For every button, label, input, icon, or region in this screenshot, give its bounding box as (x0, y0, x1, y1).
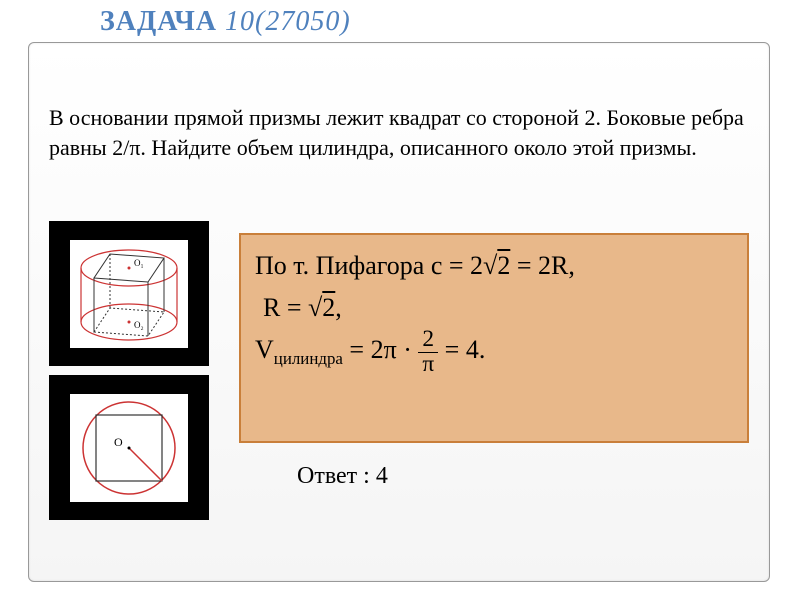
l3-v: V (255, 335, 274, 364)
content-frame: В основании прямой призмы лежит квадрат … (28, 42, 770, 582)
l1-sqrt: 2 (497, 251, 510, 280)
l3-sub: цилиндра (274, 349, 343, 368)
figure-prism-inner: O₁ O₂ (70, 240, 188, 348)
label-o2: O₂ (134, 320, 144, 330)
center-bottom-dot (128, 320, 131, 323)
topview-svg: O (70, 394, 188, 502)
l3-suffix: = 4. (438, 335, 485, 364)
l3-mid: = 2π · (343, 335, 418, 364)
l2-prefix: R = (263, 293, 308, 322)
solution-line1: По т. Пифагора c = 2√2 = 2R, (255, 245, 733, 287)
figure-top-view: O (49, 375, 209, 520)
title-word: ЗАДАЧА (100, 6, 217, 37)
prism-svg: O₁ O₂ (70, 240, 188, 348)
figure-top-inner: O (70, 394, 188, 502)
l3-frac: 2π (418, 328, 438, 376)
solution-line2: R = √2, (263, 287, 733, 329)
label-o: O (114, 435, 123, 449)
problem-title: ЗАДАЧА 10(27050) (100, 6, 351, 38)
center-top-dot (128, 266, 131, 269)
l1-suffix: = 2R, (510, 251, 575, 280)
title-number: 10(27050) (225, 6, 351, 37)
solution-line3: Vцилиндра = 2π · 2π = 4. (255, 328, 733, 376)
center-dot (128, 446, 131, 449)
l2-suffix: , (335, 293, 342, 322)
l1-prefix: По т. Пифагора c = 2 (255, 251, 483, 280)
radius-line (129, 448, 162, 481)
answer-label: Ответ : (297, 463, 370, 489)
answer-value: 4 (376, 463, 388, 489)
label-o1: O₁ (134, 258, 144, 268)
figure-prism: O₁ O₂ (49, 221, 209, 366)
l2-sqrt: 2 (322, 293, 335, 322)
answer: Ответ : 4 (297, 463, 388, 490)
l3-frac-n: 2 (418, 328, 438, 352)
solution-box: По т. Пифагора c = 2√2 = 2R, R = √2, Vци… (239, 233, 749, 443)
problem-text: В основании прямой призмы лежит квадрат … (49, 103, 749, 162)
slide: ЗАДАЧА 10(27050) В основании прямой приз… (0, 0, 800, 600)
l3-frac-d: π (418, 353, 438, 376)
